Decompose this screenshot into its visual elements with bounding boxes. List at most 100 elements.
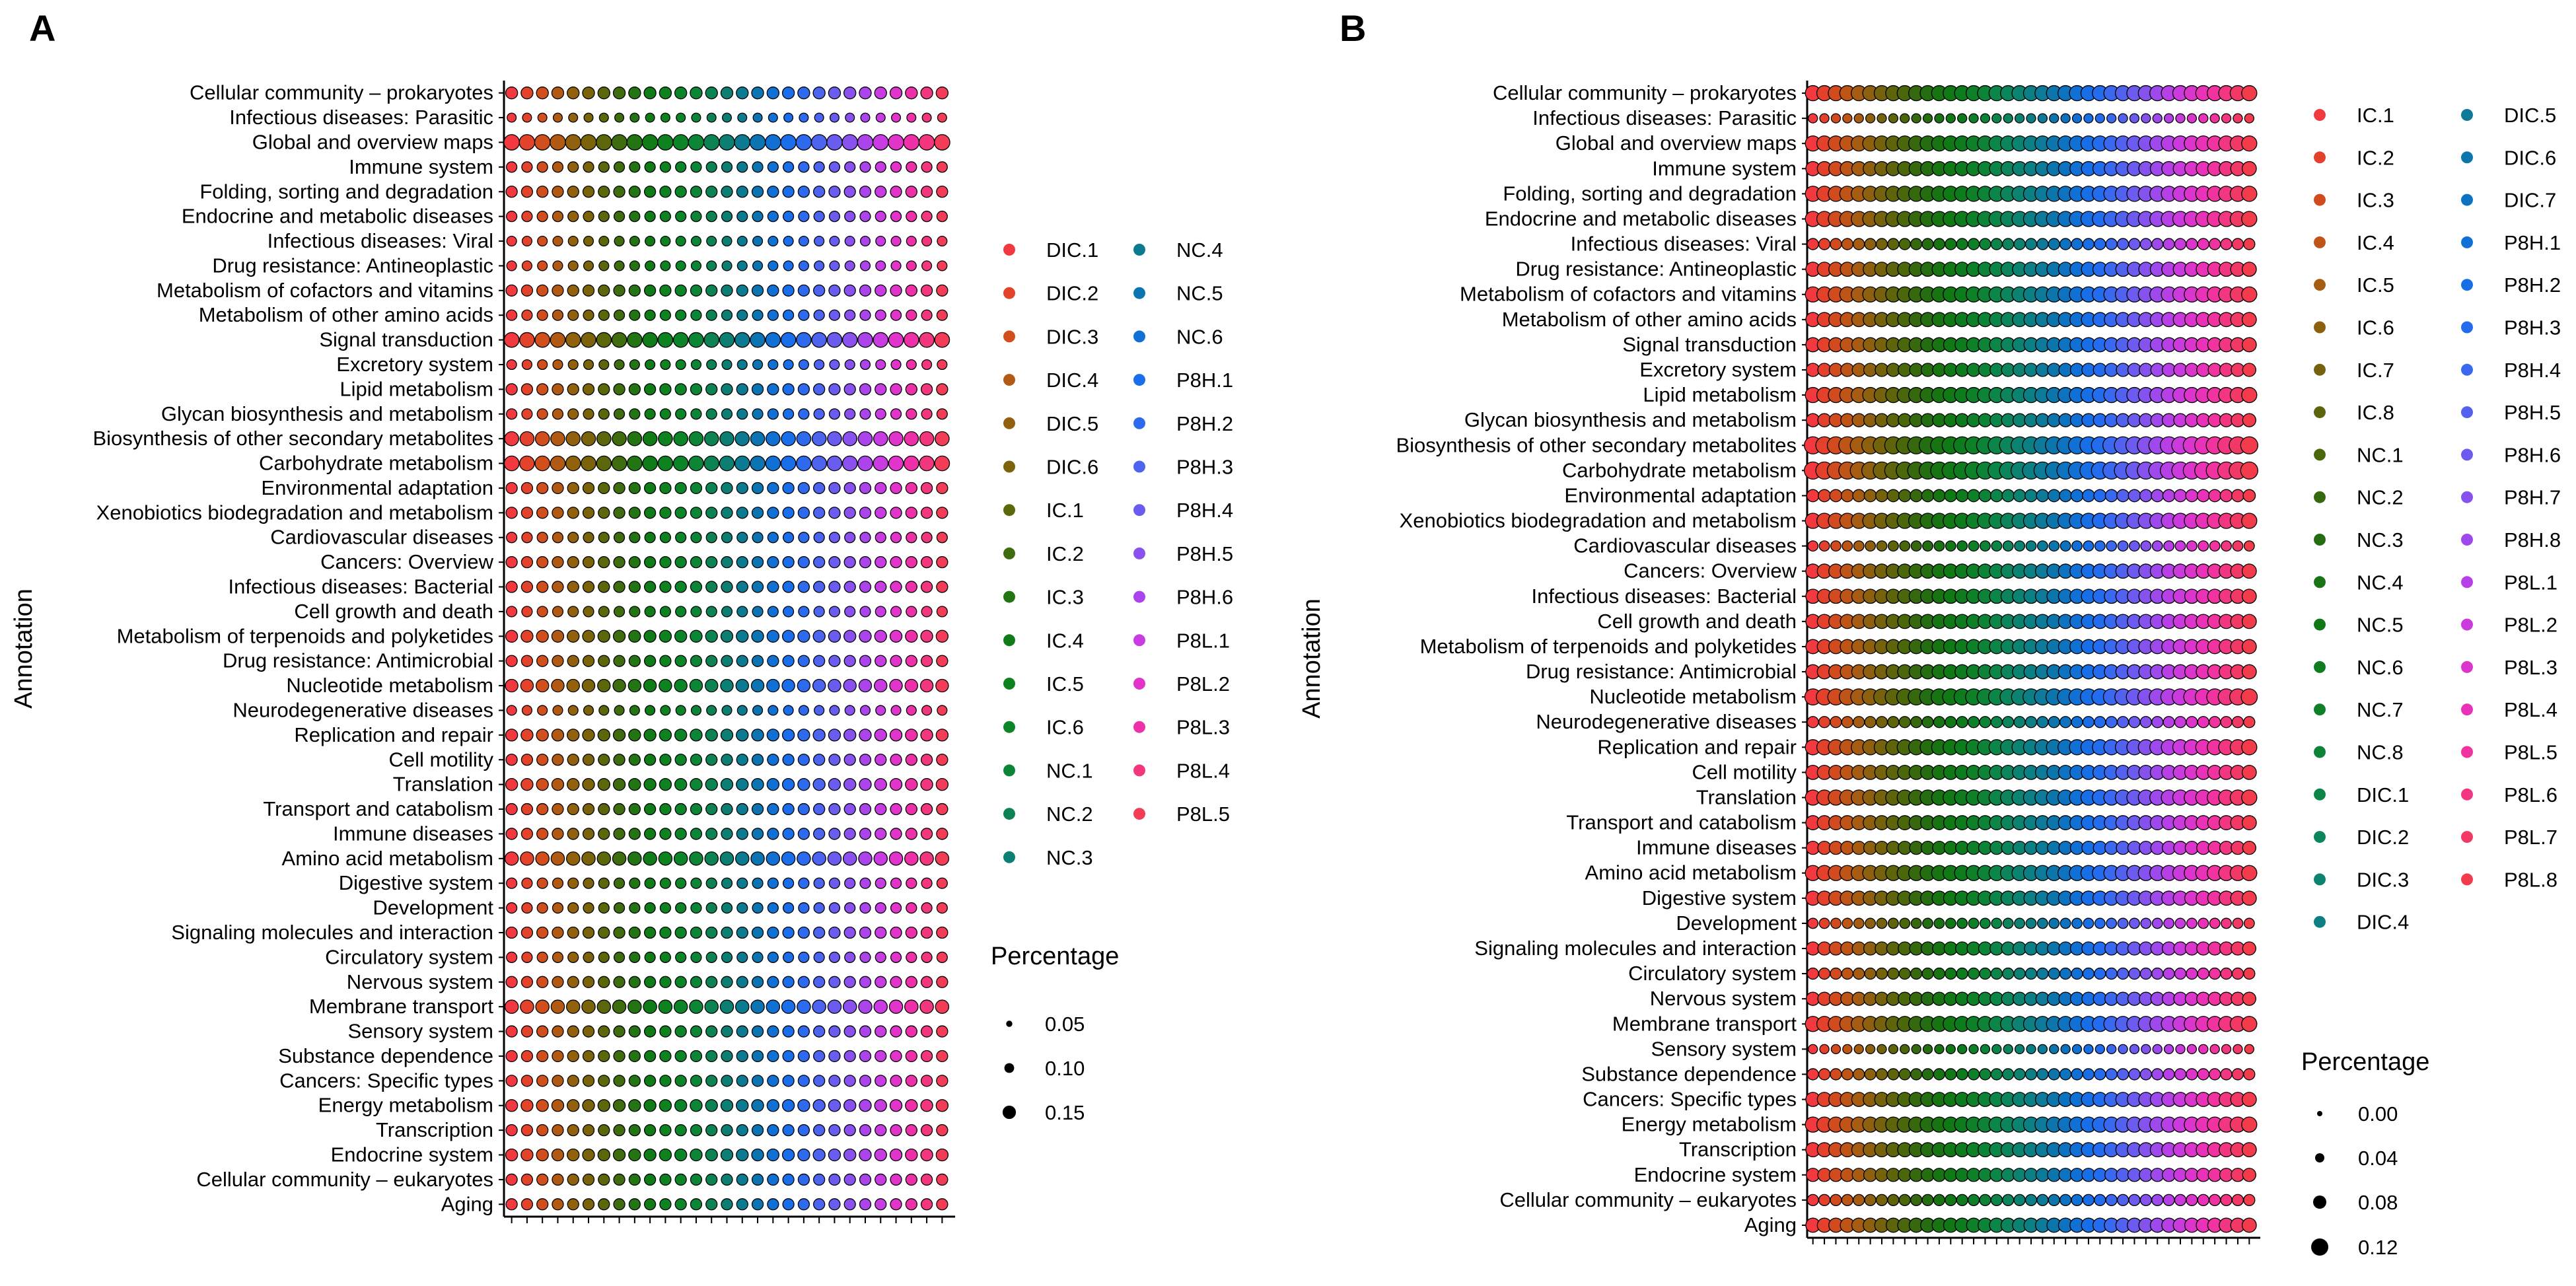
data-point [829, 705, 840, 716]
data-point [888, 332, 904, 348]
data-point [765, 332, 781, 348]
data-point [2208, 489, 2222, 503]
data-point [935, 1148, 949, 1162]
data-point [1910, 540, 1922, 552]
data-point [766, 999, 781, 1014]
data-point [906, 606, 917, 618]
data-point [613, 408, 626, 420]
data-point [905, 655, 917, 667]
data-point [2186, 967, 2198, 980]
data-point [690, 754, 703, 766]
data-point [598, 655, 610, 667]
data-point [750, 431, 766, 447]
data-point [550, 999, 565, 1014]
y-tick-label: Immune system [349, 155, 493, 178]
data-point [628, 629, 641, 643]
data-point [752, 161, 764, 173]
data-point [705, 284, 718, 297]
data-point [1875, 489, 1888, 503]
data-point [2241, 664, 2257, 680]
data-point [1830, 967, 1842, 980]
data-point [797, 284, 810, 297]
data-point [690, 1124, 703, 1137]
data-point [2197, 967, 2209, 980]
data-point [675, 260, 686, 271]
data-point [2014, 1044, 2025, 1054]
data-point [505, 87, 519, 100]
data-point [659, 383, 672, 396]
data-point [567, 828, 579, 840]
data-point [2002, 917, 2014, 929]
data-point [536, 1099, 549, 1112]
legend-sample-label: DIC.3 [2357, 868, 2409, 891]
data-point [811, 332, 827, 348]
data-point [859, 1025, 872, 1038]
y-tick-label: Lipid metabolism [340, 377, 493, 400]
data-point [920, 1173, 933, 1186]
legend-sample-label: NC.3 [2357, 528, 2404, 552]
data-point [660, 112, 670, 123]
data-point [1933, 967, 1946, 980]
legend-sample-label: NC.5 [1176, 282, 1223, 305]
legend-color-swatch [2314, 703, 2326, 716]
data-point [813, 1050, 826, 1063]
data-point [2036, 1194, 2049, 1207]
data-point [597, 777, 610, 791]
data-point [1887, 238, 1900, 250]
data-point [2241, 161, 2257, 176]
data-point [598, 1173, 610, 1186]
data-point [1979, 967, 1991, 980]
data-point [644, 877, 656, 889]
data-point [719, 134, 735, 151]
data-point [2231, 1068, 2244, 1081]
data-point [721, 976, 733, 988]
data-point [706, 112, 717, 123]
data-point [520, 729, 534, 742]
data-point [598, 926, 610, 939]
data-point [2197, 1194, 2209, 1207]
data-point [2241, 639, 2257, 655]
legend-sample-label: P8L.6 [2504, 783, 2558, 806]
data-point [890, 606, 902, 618]
data-point [888, 134, 904, 151]
data-point [583, 112, 594, 123]
data-point [2048, 540, 2060, 552]
data-point [828, 1075, 841, 1087]
data-point [629, 235, 640, 247]
data-point [2002, 1194, 2015, 1207]
data-point [797, 777, 810, 791]
data-point [505, 482, 518, 495]
data-point [598, 235, 610, 247]
data-point [782, 655, 795, 667]
data-point [659, 902, 671, 914]
data-point [674, 1050, 687, 1063]
data-point [660, 359, 671, 371]
data-point [736, 1124, 748, 1137]
data-point [659, 877, 671, 889]
data-point [921, 359, 933, 371]
data-point [520, 1099, 534, 1112]
data-point [736, 1099, 749, 1112]
y-tick-label: Aging [441, 1192, 493, 1215]
data-point [2243, 238, 2256, 250]
data-point [705, 186, 718, 198]
data-point [1842, 113, 1853, 124]
data-point [906, 359, 917, 371]
legend-sample-label: P8L.3 [1176, 716, 1230, 739]
data-point [767, 1050, 779, 1063]
data-point [937, 705, 948, 716]
y-tick-label: Cell growth and death [1597, 610, 1797, 633]
data-point [567, 260, 579, 271]
data-point [798, 532, 810, 544]
data-point [936, 926, 948, 939]
data-point [906, 235, 917, 247]
data-point [736, 556, 748, 569]
data-point [567, 951, 579, 963]
data-point [521, 408, 533, 420]
data-point [2220, 1068, 2233, 1081]
data-point [921, 606, 933, 618]
data-point [2241, 563, 2257, 579]
data-point [2241, 1116, 2258, 1133]
legend-color-swatch [2461, 534, 2473, 546]
data-point [782, 976, 795, 988]
